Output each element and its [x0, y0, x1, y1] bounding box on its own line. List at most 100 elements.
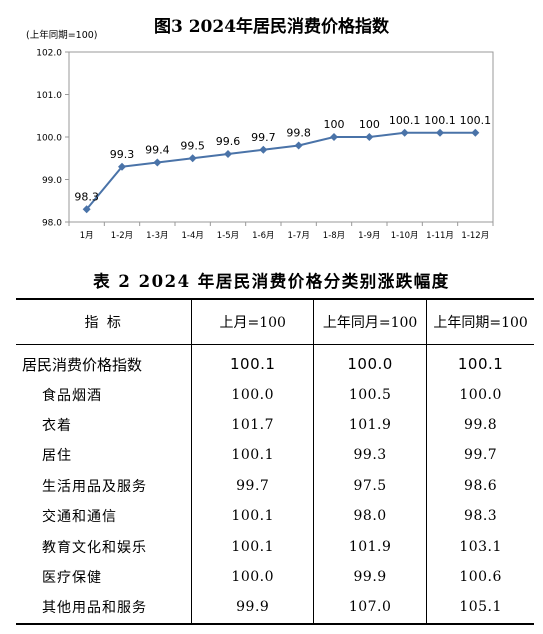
row-value-yoy: 107.0: [312, 592, 427, 625]
row-value-ytd: 100.0: [426, 379, 534, 410]
y-axis: 98.0 99.0 100.0 101.0 102.0: [36, 49, 69, 229]
row-name: 居民消费价格指数: [22, 355, 143, 374]
x-tick-label: 1-10月: [391, 231, 419, 241]
y-tick-label: 101.0: [36, 91, 62, 101]
row-name: 其他用品和服务: [16, 592, 192, 625]
plot-area: [68, 51, 494, 223]
row-value-ytd: 100.1: [426, 344, 534, 380]
row-value-ytd: 100.6: [426, 561, 534, 593]
row-name: 衣着: [42, 417, 72, 434]
table-header-row: 指 标 上月=100 上年同月=100 上年同期=100: [16, 298, 534, 345]
row-name: 食品烟酒: [42, 387, 102, 404]
table-row: 居住 100.1 99.3 99.7: [16, 440, 534, 471]
data-point-marker: [153, 158, 162, 167]
row-value-ytd: 103.1: [426, 531, 534, 562]
line-chart: 98.0 99.0 100.0 101.0 102.0 1月 1-2月 1-3月 1-4月 1-…: [36, 49, 494, 241]
table-row: 生活用品及服务 99.7 97.5 98.6: [16, 470, 534, 501]
y-tick-label: 102.0: [36, 49, 62, 59]
row-name: 生活用品及服务: [42, 478, 147, 495]
row-value-ytd: 98.3: [426, 500, 534, 532]
row-name: 医疗保健: [42, 569, 102, 586]
row-value-mom: 99.9: [191, 592, 314, 625]
data-point-marker: [188, 154, 197, 163]
series-polyline: [85, 131, 476, 210]
row-name: 交通和通信: [42, 509, 117, 526]
x-tick-label: 1-5月: [217, 231, 239, 241]
data-point-marker: [118, 162, 126, 171]
x-tick-label: 1月: [80, 231, 94, 241]
data-point-marker: [259, 145, 268, 154]
data-point-marker: [436, 128, 444, 137]
y-tick-label: 100.0: [36, 134, 62, 144]
table-row: 食品烟酒 100.0 100.5 100.0: [16, 379, 534, 410]
row-value-ytd: 105.1: [426, 592, 534, 625]
x-axis: 1月 1-2月 1-3月 1-4月 1-5月 1-6月 1-7月 1-8月 1-9月 1-10月 1…: [68, 222, 494, 241]
row-value-mom: 101.7: [191, 409, 314, 441]
row-value-yoy: 99.9: [312, 561, 427, 593]
table-row: 居民消费价格指数 100.1 100.0 100.1: [16, 344, 534, 380]
row-value-ytd: 99.8: [426, 409, 534, 441]
x-tick-label: 1-2月: [111, 231, 133, 241]
row-value-ytd: 99.7: [426, 440, 534, 471]
x-tick-label: 1-3月: [146, 231, 168, 241]
row-value-yoy: 99.3: [312, 440, 427, 471]
x-tick-label: 1-7月: [287, 231, 309, 241]
row-value-yoy: 100.0: [312, 344, 427, 380]
data-label: 99.3: [110, 148, 135, 161]
y-tick-label: 99.0: [42, 176, 62, 186]
row-name: 居住: [42, 448, 72, 465]
data-label: 100: [324, 118, 345, 131]
row-value-mom: 99.7: [191, 470, 314, 501]
table-row: 交通和通信 100.1 98.0 98.3: [16, 500, 534, 532]
data-point-marker: [82, 205, 91, 214]
data-point-marker: [471, 128, 480, 137]
table-row: 医疗保健 100.0 99.9 100.6: [16, 561, 534, 593]
table-row: 教育文化和娱乐 100.1 101.9 103.1: [16, 531, 534, 562]
row-value-mom: 100.1: [191, 531, 314, 562]
x-tick-label: 1-4月: [181, 231, 203, 241]
table-row: 衣着 101.7 101.9 99.8: [16, 409, 534, 441]
row-value-mom: 100.0: [191, 379, 314, 410]
row-value-ytd: 98.6: [426, 470, 534, 501]
data-label: 99.5: [180, 139, 205, 152]
data-point-marker: [400, 128, 409, 137]
y-tick-label: 98.0: [42, 219, 62, 229]
data-label: 99.6: [216, 135, 241, 148]
table-title: 表 2 2024 年居民消费价格分类别涨跌幅度: [93, 272, 450, 291]
chart-title: 图3 2024年居民消费价格指数: [153, 17, 390, 37]
x-tick-label: 1-8月: [323, 231, 345, 241]
row-value-yoy: 100.5: [312, 379, 427, 410]
x-tick-label: 1-6月: [252, 231, 274, 241]
header-yoy: 上年同月=100: [312, 298, 427, 345]
data-label: 100.1: [424, 114, 456, 127]
header-indicator: 指 标: [16, 298, 192, 345]
header-ytd: 上年同期=100: [426, 298, 534, 345]
category-price-table: 指 标 上月=100 上年同月=100 上年同期=100 居民消费价格指数 10…: [16, 298, 534, 625]
row-value-yoy: 98.0: [312, 500, 427, 532]
data-label: 99.8: [286, 127, 311, 140]
row-name: 教育文化和娱乐: [42, 539, 147, 556]
data-point-marker: [294, 141, 303, 150]
data-point-marker: [224, 150, 232, 158]
row-value-mom: 100.1: [191, 344, 314, 380]
data-label: 100.1: [389, 114, 421, 127]
data-label: 98.3: [74, 190, 99, 203]
x-tick-label: 1-9月: [358, 231, 380, 241]
data-label: 100.1: [460, 114, 492, 127]
data-label: 99.4: [145, 144, 170, 157]
row-value-mom: 100.0: [191, 561, 314, 593]
table-row: 其他用品和服务 99.9 107.0 105.1: [16, 592, 534, 625]
row-value-mom: 100.1: [191, 440, 314, 471]
row-value-yoy: 101.9: [312, 409, 427, 441]
data-label: 100: [359, 118, 380, 131]
row-value-yoy: 97.5: [312, 470, 427, 501]
x-tick-label: 1-12月: [461, 231, 489, 241]
data-label: 99.7: [251, 131, 276, 144]
data-point-marker: [330, 133, 338, 141]
header-mom: 上月=100: [191, 298, 314, 345]
x-tick-label: 1-11月: [426, 231, 454, 241]
row-value-mom: 100.1: [191, 500, 314, 532]
unit-label: (上年同期=100): [26, 30, 98, 41]
data-point-marker: [365, 133, 374, 141]
